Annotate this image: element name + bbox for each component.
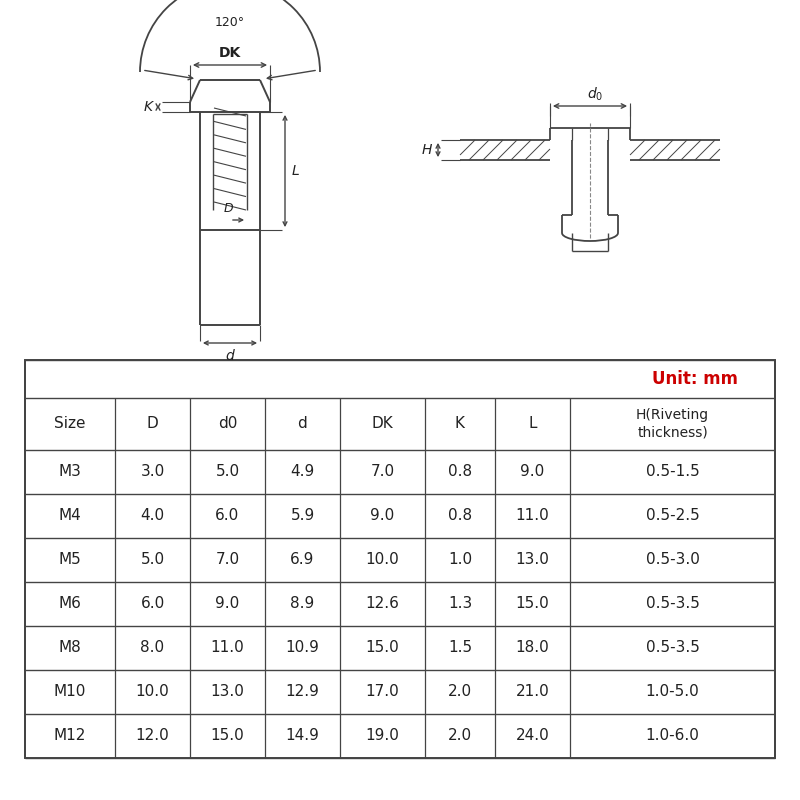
Text: 15.0: 15.0 [366, 641, 399, 655]
Text: 1.3: 1.3 [448, 597, 472, 611]
Text: 0.5-1.5: 0.5-1.5 [646, 465, 699, 479]
Text: 120°: 120° [215, 16, 245, 29]
Text: 8.0: 8.0 [141, 641, 165, 655]
Text: 1.5: 1.5 [448, 641, 472, 655]
Text: 6.0: 6.0 [215, 509, 240, 523]
Text: 10.0: 10.0 [136, 685, 170, 699]
Text: H: H [422, 143, 432, 157]
Text: 13.0: 13.0 [515, 553, 550, 567]
Text: 6.9: 6.9 [290, 553, 314, 567]
Text: 0.8: 0.8 [448, 465, 472, 479]
Text: d: d [298, 417, 307, 431]
Text: 13.0: 13.0 [210, 685, 245, 699]
Bar [26, 582, 774, 626]
Text: D: D [223, 202, 233, 214]
Text: 9.0: 9.0 [520, 465, 545, 479]
Text: 7.0: 7.0 [215, 553, 239, 567]
Text: M5: M5 [58, 553, 82, 567]
Text: 15.0: 15.0 [210, 729, 244, 743]
Text: 1.0-5.0: 1.0-5.0 [646, 685, 699, 699]
Text: d: d [226, 349, 234, 363]
Text: 8.9: 8.9 [290, 597, 314, 611]
Text: M8: M8 [58, 641, 82, 655]
Bar [26, 626, 774, 670]
Text: 5.9: 5.9 [290, 509, 314, 523]
Text: 0.5-2.5: 0.5-2.5 [646, 509, 699, 523]
Bar [25, 360, 775, 758]
Text: 18.0: 18.0 [516, 641, 550, 655]
Bar [26, 714, 774, 758]
Text: 0.5-3.5: 0.5-3.5 [646, 641, 699, 655]
Text: 11.0: 11.0 [516, 509, 550, 523]
Text: 5.0: 5.0 [215, 465, 239, 479]
Text: H(Riveting: H(Riveting [636, 408, 709, 422]
Text: M6: M6 [58, 597, 82, 611]
Text: 6.0: 6.0 [140, 597, 165, 611]
Text: M3: M3 [58, 465, 82, 479]
Text: d0: d0 [218, 417, 237, 431]
Text: L: L [528, 417, 537, 431]
Text: DK: DK [372, 417, 394, 431]
Text: K: K [455, 417, 465, 431]
Text: L: L [291, 164, 299, 178]
Text: 24.0: 24.0 [516, 729, 550, 743]
Text: 3.0: 3.0 [140, 465, 165, 479]
Text: 5.0: 5.0 [141, 553, 165, 567]
Text: K: K [143, 100, 153, 114]
Text: Unit: mm: Unit: mm [652, 370, 738, 388]
Text: M12: M12 [54, 729, 86, 743]
Bar [26, 670, 774, 714]
Text: 10.9: 10.9 [286, 641, 319, 655]
Text: M4: M4 [58, 509, 82, 523]
Text: 0.5-3.0: 0.5-3.0 [646, 553, 699, 567]
Text: Size: Size [54, 417, 86, 431]
Bar [26, 450, 774, 494]
Text: M10: M10 [54, 685, 86, 699]
Text: 4.9: 4.9 [290, 465, 314, 479]
Text: $d_0$: $d_0$ [587, 86, 603, 102]
Text: 17.0: 17.0 [366, 685, 399, 699]
Text: 15.0: 15.0 [516, 597, 550, 611]
Text: 11.0: 11.0 [210, 641, 244, 655]
Text: thickness): thickness) [637, 426, 708, 440]
Text: 10.0: 10.0 [366, 553, 399, 567]
Text: D: D [146, 417, 158, 431]
Text: DK: DK [219, 46, 241, 60]
Text: 1.0: 1.0 [448, 553, 472, 567]
Text: 2.0: 2.0 [448, 685, 472, 699]
Text: 12.6: 12.6 [366, 597, 399, 611]
Text: 9.0: 9.0 [370, 509, 394, 523]
Text: 4.0: 4.0 [141, 509, 165, 523]
Bar [26, 538, 774, 582]
Text: 0.5-3.5: 0.5-3.5 [646, 597, 699, 611]
Text: 21.0: 21.0 [516, 685, 550, 699]
Text: 9.0: 9.0 [215, 597, 240, 611]
Text: 0.8: 0.8 [448, 509, 472, 523]
Text: 19.0: 19.0 [366, 729, 399, 743]
Bar [26, 494, 774, 538]
Text: 12.9: 12.9 [286, 685, 319, 699]
Text: 12.0: 12.0 [136, 729, 170, 743]
Text: 2.0: 2.0 [448, 729, 472, 743]
Text: 7.0: 7.0 [370, 465, 394, 479]
Text: 14.9: 14.9 [286, 729, 319, 743]
Text: 1.0-6.0: 1.0-6.0 [646, 729, 699, 743]
